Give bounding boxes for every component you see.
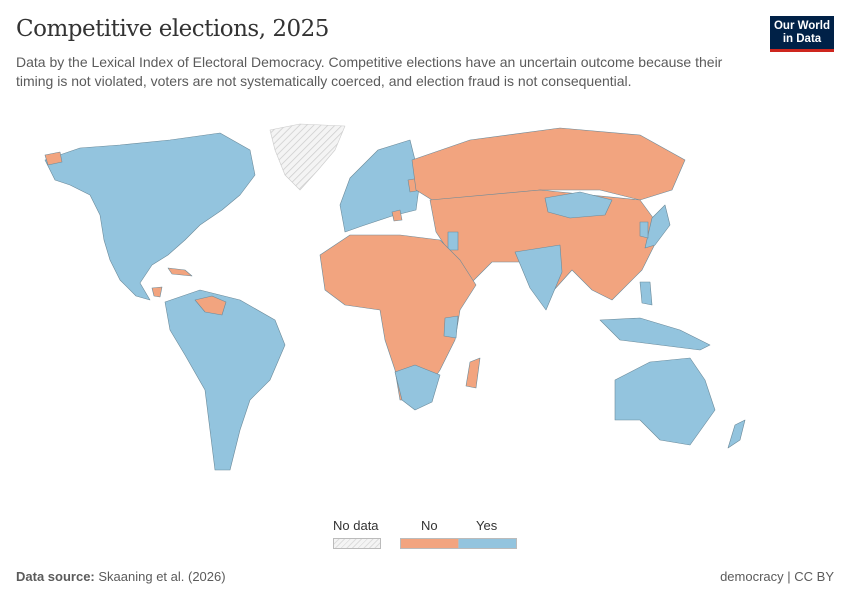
region-north-america[interactable] [44,132,256,301]
legend-swatch-no [400,538,459,549]
region-mongolia[interactable] [544,191,613,219]
region-russia[interactable] [411,127,686,201]
region-australia[interactable] [614,357,716,446]
region-greenland[interactable] [269,123,346,191]
region-korea[interactable] [639,221,649,239]
region-alaska-east-russia[interactable] [44,151,63,166]
legend-swatch-yes [458,538,517,549]
region-africa[interactable] [319,234,477,401]
region-venezuela[interactable] [194,295,227,316]
region-japan[interactable] [644,204,671,249]
region-madagascar[interactable] [465,357,481,389]
page-title: Competitive elections, 2025 [16,16,329,42]
world-map[interactable] [0,110,850,510]
data-source: Data source: Skaaning et al. (2026) [16,569,226,584]
legend-label-yes: Yes [476,518,498,533]
region-cuba[interactable] [167,267,193,277]
legend-swatch-no-data [333,538,381,549]
page-subtitle: Data by the Lexical Index of Electoral D… [16,54,723,89]
owid-logo[interactable]: Our World in Data [770,16,834,52]
footer-license[interactable]: democracy | CC BY [720,569,834,584]
region-south-america[interactable] [164,289,286,471]
map-legend: No data No Yes [0,515,850,555]
region-india[interactable] [514,244,563,311]
region-philippines[interactable] [639,281,653,306]
region-kenya[interactable] [443,315,459,339]
data-source-label: Data source: [16,569,95,584]
region-serbia[interactable] [391,209,403,222]
region-nicaragua[interactable] [151,286,163,298]
region-israel-region[interactable] [447,231,459,251]
region-southeast-asia[interactable] [599,317,711,351]
region-europe[interactable] [339,139,421,233]
region-southern-africa[interactable] [394,364,441,411]
legend-label-no: No [421,518,438,533]
legend-label-no-data: No data [333,518,379,533]
data-source-value[interactable]: Skaaning et al. (2026) [98,569,226,584]
region-new-zealand[interactable] [727,419,746,449]
